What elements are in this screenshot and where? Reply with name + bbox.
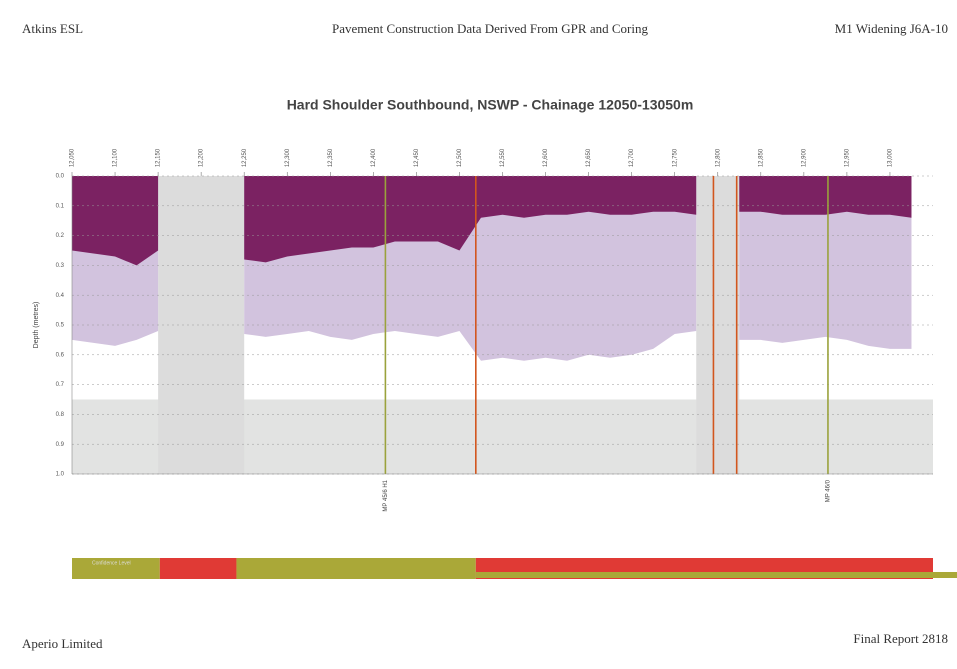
x-tick-label: 12,150 [156, 148, 162, 167]
y-tick-label: 0.1 [56, 203, 65, 209]
x-tick-label: 12,400 [371, 148, 377, 167]
x-tick-label: 12,300 [285, 148, 291, 167]
x-tick-label: 12,250 [242, 148, 248, 167]
x-tick-label: 12,950 [844, 148, 850, 167]
x-tick-label: 12,900 [801, 148, 807, 167]
y-tick-label: 0.8 [56, 412, 65, 418]
header-right: M1 Widening J6A-10 [835, 21, 948, 36]
x-tick-label: 12,450 [414, 148, 420, 167]
y-tick-label: 0.0 [56, 174, 65, 180]
y-tick-label: 1.0 [56, 472, 65, 478]
y-tick-label: 0.4 [56, 293, 65, 299]
y-tick-label: 0.5 [56, 323, 65, 329]
marker-label: MP 45/6 H1 [383, 479, 389, 511]
x-tick-label: 12,750 [672, 148, 678, 167]
footer-right: Final Report 2818 [853, 631, 948, 646]
document: Atkins ESL Pavement Construction Data De… [0, 0, 957, 664]
x-tick-label: 13,000 [888, 148, 894, 167]
y-tick-label: 0.6 [56, 352, 65, 358]
y-tick-label: 0.2 [56, 233, 65, 239]
x-tick-label: 12,650 [586, 148, 592, 167]
x-tick-label: 12,550 [500, 148, 506, 167]
confidence-segment [236, 558, 475, 579]
confidence-underline [476, 572, 957, 578]
footer-left: Aperio Limited [22, 636, 103, 651]
x-tick-label: 12,200 [199, 148, 205, 167]
x-tick-label: 12,050 [70, 148, 76, 167]
header-left: Atkins ESL [22, 21, 83, 36]
x-tick-label: 12,500 [457, 148, 463, 167]
y-tick-label: 0.3 [56, 263, 65, 269]
y-tick-label: 0.7 [56, 382, 65, 388]
no-data-gap [158, 176, 244, 474]
confidence-segment [160, 558, 237, 579]
y-tick-label: 0.9 [56, 442, 65, 448]
x-tick-label: 12,850 [758, 148, 764, 167]
chart-title: Hard Shoulder Southbound, NSWP - Chainag… [287, 97, 694, 113]
x-tick-label: 12,100 [113, 148, 119, 167]
header-center: Pavement Construction Data Derived From … [332, 21, 648, 36]
x-tick-label: 12,700 [629, 148, 635, 167]
x-tick-label: 12,600 [543, 148, 549, 167]
y-axis-label: Depth (metres) [33, 302, 40, 349]
x-tick-label: 12,800 [715, 148, 721, 167]
confidence-label: Confidence Level [92, 560, 131, 566]
x-tick-label: 12,350 [328, 148, 334, 167]
page: Atkins ESL Pavement Construction Data De… [0, 0, 957, 664]
marker-label: MP 46/0 [826, 479, 832, 502]
